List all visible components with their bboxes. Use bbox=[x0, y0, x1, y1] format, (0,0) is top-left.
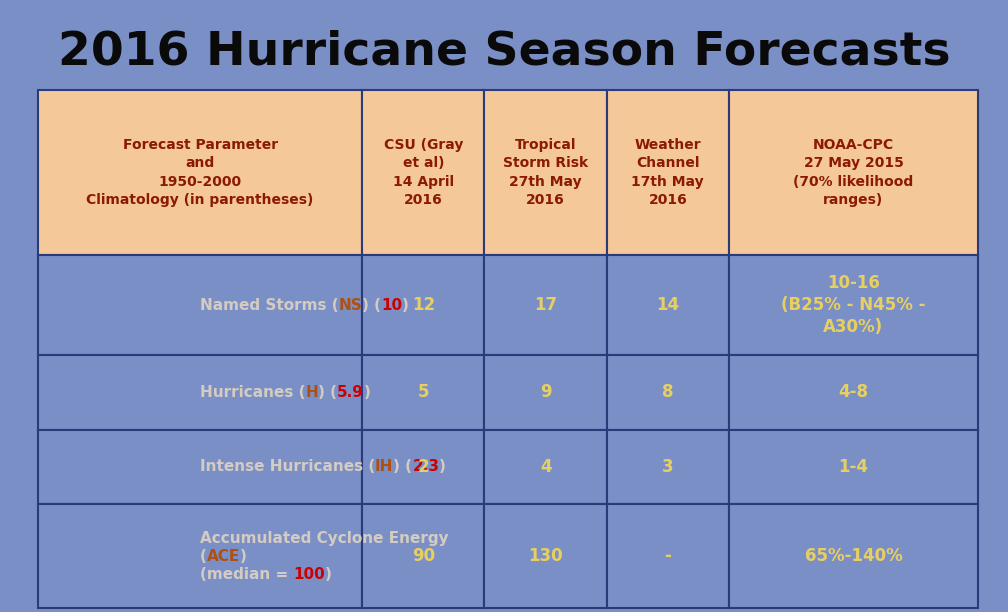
Bar bbox=[729, 355, 978, 430]
Text: 2016 Hurricane Season Forecasts: 2016 Hurricane Season Forecasts bbox=[57, 29, 951, 75]
Text: 2: 2 bbox=[417, 458, 429, 476]
Text: 9: 9 bbox=[540, 383, 551, 401]
Bar bbox=[607, 90, 729, 255]
Text: 5.9: 5.9 bbox=[337, 385, 364, 400]
Bar bbox=[38, 255, 362, 355]
Text: ): ) bbox=[364, 385, 371, 400]
Text: 1-4: 1-4 bbox=[839, 458, 869, 476]
Text: IH: IH bbox=[375, 459, 393, 474]
Bar bbox=[38, 430, 362, 504]
Text: ): ) bbox=[240, 548, 247, 564]
Text: 4-8: 4-8 bbox=[839, 383, 869, 401]
Text: Tropical
Storm Risk
27th May
2016: Tropical Storm Risk 27th May 2016 bbox=[503, 138, 588, 207]
Text: 14: 14 bbox=[656, 296, 679, 314]
Text: ACE: ACE bbox=[207, 548, 240, 564]
Text: 4: 4 bbox=[540, 458, 551, 476]
Bar bbox=[38, 504, 362, 608]
Text: 5: 5 bbox=[417, 383, 429, 401]
Bar bbox=[38, 355, 362, 430]
Bar bbox=[362, 355, 485, 430]
Text: 10-16
(B25% - N45% -
A30%): 10-16 (B25% - N45% - A30%) bbox=[781, 274, 925, 336]
Bar bbox=[485, 355, 607, 430]
Bar bbox=[607, 504, 729, 608]
Bar bbox=[729, 90, 978, 255]
Bar bbox=[485, 504, 607, 608]
Text: ): ) bbox=[402, 297, 409, 313]
Text: Hurricanes (: Hurricanes ( bbox=[200, 385, 305, 400]
Text: 10: 10 bbox=[381, 297, 402, 313]
Text: Accumulated Cyclone Energy: Accumulated Cyclone Energy bbox=[200, 531, 449, 545]
Text: H: H bbox=[305, 385, 318, 400]
Text: 8: 8 bbox=[662, 383, 673, 401]
Bar bbox=[485, 90, 607, 255]
Bar bbox=[607, 430, 729, 504]
Text: Weather
Channel
17th May
2016: Weather Channel 17th May 2016 bbox=[631, 138, 705, 207]
Text: 17: 17 bbox=[534, 296, 557, 314]
Text: NOAA-CPC
27 May 2015
(70% likelihood
ranges): NOAA-CPC 27 May 2015 (70% likelihood ran… bbox=[793, 138, 913, 207]
Bar bbox=[607, 355, 729, 430]
Text: 12: 12 bbox=[412, 296, 435, 314]
Bar bbox=[362, 255, 485, 355]
Text: 130: 130 bbox=[528, 547, 562, 565]
Bar bbox=[729, 255, 978, 355]
Bar bbox=[485, 255, 607, 355]
Text: NS: NS bbox=[339, 297, 362, 313]
Bar bbox=[485, 430, 607, 504]
Bar bbox=[362, 504, 485, 608]
Bar bbox=[362, 430, 485, 504]
Text: Named Storms (: Named Storms ( bbox=[200, 297, 339, 313]
Bar bbox=[362, 90, 485, 255]
Text: ): ) bbox=[325, 567, 332, 581]
Text: ) (: ) ( bbox=[318, 385, 337, 400]
Text: 100: 100 bbox=[293, 567, 325, 581]
Bar bbox=[729, 430, 978, 504]
Text: 3: 3 bbox=[662, 458, 673, 476]
Bar bbox=[607, 255, 729, 355]
Text: (median =: (median = bbox=[200, 567, 293, 581]
Bar bbox=[38, 90, 362, 255]
Text: Forecast Parameter
and
1950-2000
Climatology (in parentheses): Forecast Parameter and 1950-2000 Climato… bbox=[87, 138, 313, 207]
Text: CSU (Gray
et al)
14 April
2016: CSU (Gray et al) 14 April 2016 bbox=[384, 138, 463, 207]
Text: 65%-140%: 65%-140% bbox=[804, 547, 902, 565]
Bar bbox=[729, 504, 978, 608]
Text: 90: 90 bbox=[412, 547, 435, 565]
Text: ): ) bbox=[439, 459, 447, 474]
Text: ) (: ) ( bbox=[362, 297, 381, 313]
Text: 2.3: 2.3 bbox=[412, 459, 439, 474]
Text: -: - bbox=[664, 547, 671, 565]
Text: Intense Hurricanes (: Intense Hurricanes ( bbox=[200, 459, 375, 474]
Text: ) (: ) ( bbox=[393, 459, 412, 474]
Text: (: ( bbox=[200, 548, 207, 564]
